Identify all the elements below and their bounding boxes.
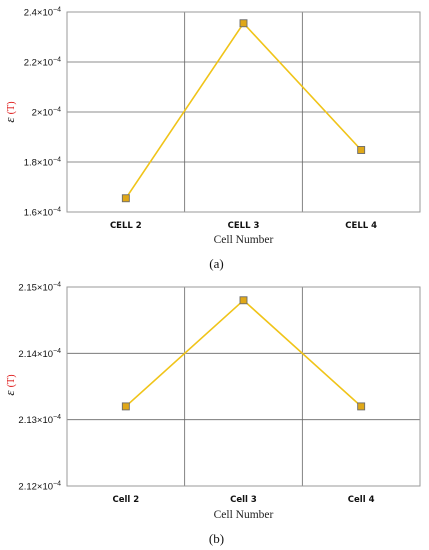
y-axis-label: ε (T) (2, 101, 17, 122)
y-axis-unit: (T) (6, 101, 17, 114)
y-axis-unit: (T) (6, 374, 17, 387)
chart-panel-b: 2.12×10−4 2.13×10−4 2.14×10−4 2.15×10−4 Cell… (2, 282, 421, 546)
data-point-marker (121, 194, 130, 203)
y-tick-label: 2.4×10−4 (24, 7, 61, 19)
y-tick-label: 1.8×10−4 (24, 157, 61, 169)
data-point-marker (239, 19, 248, 28)
y-tick-label: 1.6×10−4 (24, 207, 61, 219)
y-tick-label: 2.13×10−4 (18, 414, 61, 426)
figure-caption: (a) (209, 256, 223, 271)
x-tick-label: CELL 3 (228, 221, 260, 231)
y-axis-label: ε (T) (2, 374, 17, 395)
x-tick-label: CELL 4 (345, 221, 377, 231)
x-axis-label: Cell Number (214, 509, 274, 521)
x-tick-label: Cell 2 (112, 495, 139, 505)
y-tick-label: 2.12×10−4 (18, 481, 61, 493)
x-axis-label: Cell Number (214, 234, 274, 246)
chart-panel-a: 1.6×10−4 1.8×10−4 2×10−4 2.2×10−4 2.4×10−4 CE… (2, 7, 421, 271)
x-tick-label: CELL 2 (110, 221, 142, 231)
y-tick-label: 2.2×10−4 (24, 57, 61, 69)
plot-frame (66, 286, 421, 487)
data-point-marker (357, 146, 366, 154)
y-axis-symbol: ε (2, 114, 17, 122)
y-tick-label: 2.15×10−4 (18, 282, 61, 294)
figure-caption: (b) (209, 531, 224, 546)
y-tick-label: 2×10−4 (32, 107, 61, 119)
x-tick-label: Cell 4 (348, 495, 375, 505)
x-tick-label: Cell 3 (230, 495, 257, 505)
plot-frame (66, 11, 421, 213)
y-axis-symbol: ε (2, 387, 17, 395)
series-line (125, 21, 362, 199)
data-point-marker (121, 402, 130, 411)
data-point-marker (239, 296, 248, 305)
data-point-marker (357, 402, 366, 411)
y-tick-label: 2.14×10−4 (18, 348, 61, 360)
